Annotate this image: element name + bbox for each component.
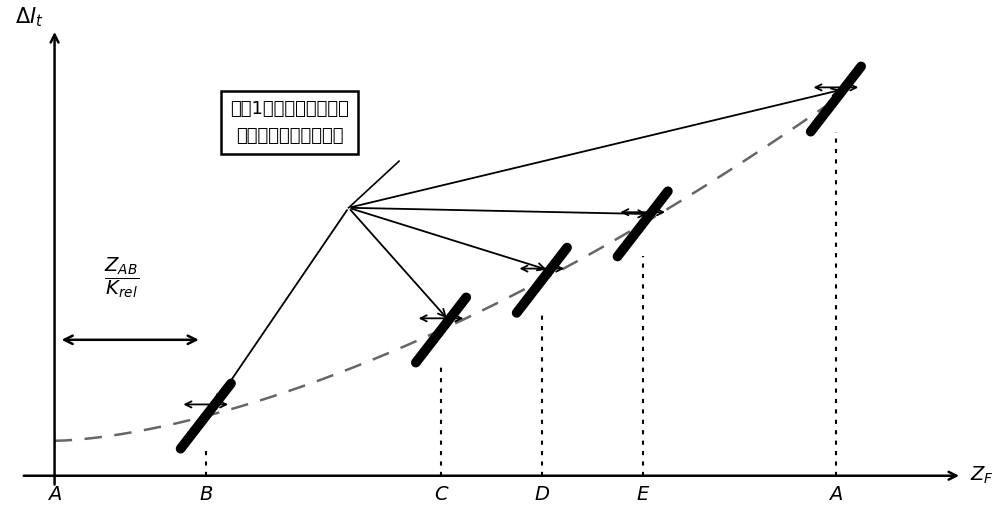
Text: D: D [534,485,549,504]
Text: E: E [636,485,649,504]
Text: A: A [829,485,843,504]
Text: $Z_F$: $Z_F$ [970,465,994,486]
Text: $\Delta I_t$: $\Delta I_t$ [15,6,44,29]
Text: 保护1能检测到故障电流
第二次增大的故障范围: 保护1能检测到故障电流 第二次增大的故障范围 [230,100,349,145]
Text: A: A [48,485,61,504]
Text: C: C [434,485,448,504]
Text: B: B [199,485,212,504]
Text: $\dfrac{Z_{AB}}{K_{rel}}$: $\dfrac{Z_{AB}}{K_{rel}}$ [104,256,139,300]
